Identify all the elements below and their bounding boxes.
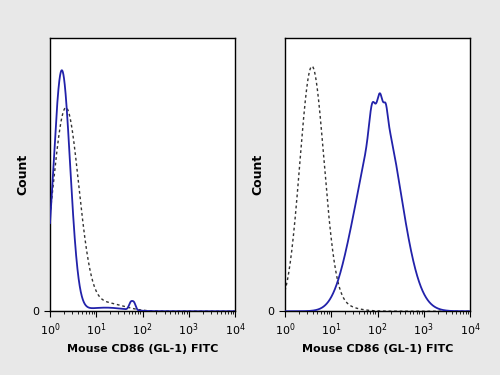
X-axis label: Mouse CD86 (GL-1) FITC: Mouse CD86 (GL-1) FITC: [67, 344, 218, 354]
X-axis label: Mouse CD86 (GL-1) FITC: Mouse CD86 (GL-1) FITC: [302, 344, 453, 354]
Y-axis label: Count: Count: [252, 154, 265, 195]
Y-axis label: Count: Count: [17, 154, 30, 195]
